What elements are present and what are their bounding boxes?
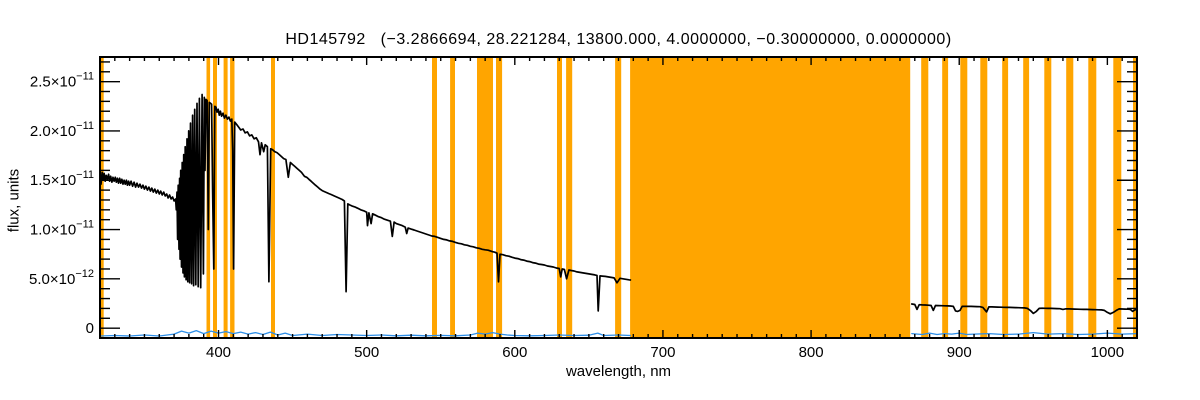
masked-band xyxy=(615,57,622,338)
y-tick-label: 1.0×10−11 xyxy=(30,219,94,239)
x-tick-label: 500 xyxy=(354,344,379,361)
y-tick-label: 2.5×10−11 xyxy=(30,71,94,91)
y-tick-label: 5.0×10−12 xyxy=(29,268,94,288)
masked-band xyxy=(980,57,988,338)
masked-band xyxy=(1002,57,1009,338)
masked-band xyxy=(1066,57,1074,338)
x-tick-label: 700 xyxy=(650,344,675,361)
x-tick-label: 800 xyxy=(799,344,824,361)
masked-band xyxy=(496,57,503,338)
masked-band xyxy=(432,57,437,338)
masked-band xyxy=(1133,57,1137,338)
masked-band xyxy=(223,57,228,338)
masked-band xyxy=(960,57,968,338)
masked-band xyxy=(1023,57,1030,338)
masked-band xyxy=(100,57,104,338)
masked-band xyxy=(566,57,573,338)
masked-band xyxy=(1044,57,1052,338)
x-tick-label: 400 xyxy=(206,344,231,361)
masked-band xyxy=(921,57,929,338)
y-tick-label: 2.0×10−11 xyxy=(30,120,94,140)
y-tick-label: 1.5×10−11 xyxy=(30,169,94,189)
masked-band xyxy=(450,57,455,338)
y-axis-label: flux, units xyxy=(5,168,23,233)
masked-band xyxy=(557,57,562,338)
masked-band xyxy=(1088,57,1097,338)
x-tick-label: 600 xyxy=(502,344,527,361)
masked-band xyxy=(630,57,911,338)
noise-spectrum-line xyxy=(911,331,1138,336)
masked-band xyxy=(477,57,493,338)
x-tick-label: 900 xyxy=(947,344,972,361)
stellar-spectrum-line xyxy=(99,93,632,312)
y-tick-label: 0 xyxy=(86,320,94,337)
stellar-spectrum-line xyxy=(910,303,1138,315)
masked-band xyxy=(1113,57,1122,338)
plot-title: HD145792 (−3.2866694, 28.221284, 13800.0… xyxy=(285,31,952,48)
masked-band xyxy=(942,57,949,338)
noise-spectrum-line xyxy=(99,329,632,337)
masked-band xyxy=(271,57,275,338)
x-tick-label: 1000 xyxy=(1091,344,1124,361)
x-axis-label: wavelength, nm xyxy=(565,363,672,380)
